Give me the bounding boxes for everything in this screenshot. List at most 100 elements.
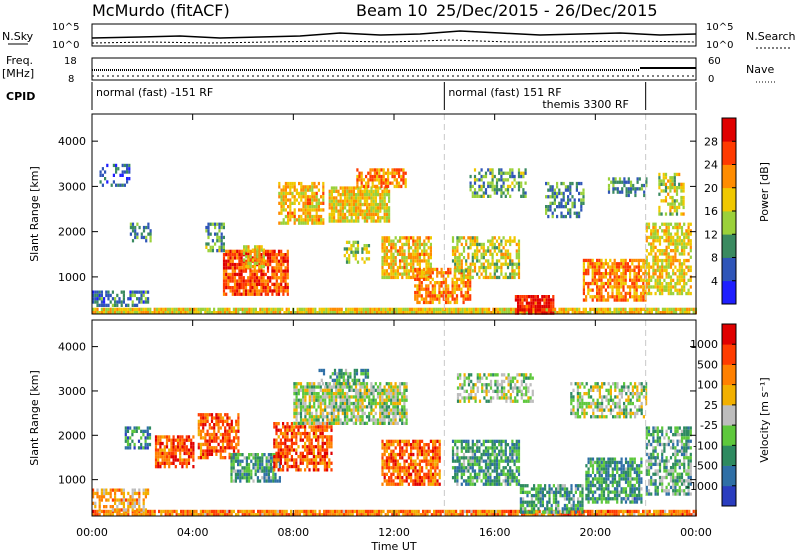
range-gate-cell: [230, 513, 233, 517]
range-gate-cell: [286, 253, 289, 257]
range-gate-cell: [280, 279, 283, 283]
range-gate-cell: [507, 513, 510, 517]
range-gate-cell: [593, 265, 596, 269]
range-gate-cell: [356, 250, 360, 254]
range-gate-cell: [593, 513, 596, 517]
range-gate-cell: [607, 187, 611, 191]
range-gate-cell: [667, 192, 670, 196]
range-gate-cell: [298, 218, 301, 222]
range-gate-cell: [267, 466, 270, 470]
freq-tick-bottom: 8: [68, 74, 74, 85]
range-gate-cell: [661, 285, 664, 289]
range-gate-cell: [384, 181, 387, 185]
range-gate-cell: [388, 262, 391, 266]
range-gate-cell: [312, 307, 315, 311]
range-gate-cell: [275, 438, 278, 442]
nsearch-tick-bottom: 10^0: [706, 40, 733, 51]
range-gate-cell: [687, 235, 690, 240]
range-gate-cell: [609, 272, 612, 276]
range-gate-cell: [237, 449, 240, 453]
range-gate-cell: [181, 448, 184, 452]
range-gate-cell: [380, 168, 383, 172]
range-gate-cell: [388, 216, 391, 220]
range-gate-cell: [226, 416, 229, 420]
range-gate-cell: [258, 255, 261, 259]
range-gate-cell: [133, 509, 136, 514]
range-gate-cell: [311, 218, 314, 222]
range-gate-cell: [267, 472, 270, 477]
range-gate-cell: [640, 268, 643, 272]
range-gate-cell: [644, 311, 647, 315]
range-gate-cell: [107, 290, 110, 294]
range-gate-cell: [370, 199, 373, 203]
range-gate-cell: [313, 195, 316, 199]
range-gate-cell: [230, 476, 233, 480]
range-gate-cell: [358, 171, 361, 175]
range-gate-cell: [213, 513, 216, 517]
range-gate-cell: [493, 246, 496, 250]
range-gate-cell: [451, 287, 454, 291]
range-gate-cell: [687, 258, 690, 263]
range-gate-cell: [98, 508, 101, 512]
range-gate-cell: [103, 488, 106, 492]
range-gate-cell: [319, 448, 322, 452]
range-gate-cell: [373, 513, 376, 517]
range-gate-cell: [438, 297, 441, 301]
range-gate-cell: [359, 199, 362, 203]
range-gate-cell: [323, 311, 326, 315]
range-gate-cell: [500, 269, 503, 273]
range-gate-cell: [430, 307, 433, 311]
range-gate-cell: [345, 509, 348, 514]
range-gate-cell: [623, 183, 626, 188]
range-gate-cell: [179, 435, 182, 439]
range-gate-cell: [147, 300, 150, 304]
range-gate-cell: [255, 276, 259, 280]
range-gate-cell: [278, 185, 281, 189]
range-gate-cell: [284, 259, 287, 263]
range-gate-cell: [429, 294, 432, 298]
range-gate-cell: [416, 294, 419, 298]
range-gate-cell: [633, 288, 636, 292]
range-gate-cell: [383, 202, 386, 207]
range-gate-cell: [650, 252, 653, 256]
range-gate-cell: [405, 272, 408, 276]
range-gate-cell: [509, 236, 512, 240]
range-gate-cell: [410, 236, 413, 240]
range-gate-cell: [425, 300, 428, 305]
range-gate-cell: [514, 295, 517, 299]
range-gate-cell: [362, 311, 365, 315]
range-gate-cell: [245, 248, 248, 252]
range-gate-cell: [231, 286, 234, 290]
range-gate-cell: [467, 252, 470, 256]
range-gate-cell: [685, 232, 688, 236]
range-gate-cell: [671, 186, 674, 190]
range-gate-cell: [680, 285, 684, 289]
range-gate-cell: [429, 262, 432, 266]
range-gate-cell: [295, 431, 298, 436]
range-gate-cell: [249, 272, 252, 277]
range-gate-cell: [674, 282, 677, 286]
range-gate-cell: [600, 262, 603, 266]
range-gate-cell: [582, 311, 585, 315]
range-gate-cell: [598, 298, 601, 302]
range-gate-cell: [554, 311, 557, 315]
range-gate-cell: [609, 275, 612, 279]
range-gate-cell: [547, 308, 550, 312]
range-gate-cell: [678, 172, 681, 177]
range-gate-cell: [385, 236, 388, 240]
range-gate-cell: [282, 195, 285, 199]
range-gate-cell: [521, 308, 524, 312]
range-gate-cell: [436, 297, 439, 301]
colorbar-tick-label: 16: [704, 205, 718, 218]
range-gate-cell: [683, 268, 686, 273]
range-gate-cell: [500, 265, 503, 270]
range-gate-cell: [284, 461, 287, 465]
range-gate-cell: [184, 307, 187, 311]
range-gate-cell: [576, 307, 579, 311]
range-gate-cell: [593, 262, 596, 266]
range-gate-cell: [133, 488, 136, 492]
range-gate-cell: [669, 195, 672, 200]
range-gate-cell: [496, 307, 499, 311]
range-gate-cell: [199, 416, 203, 420]
range-gate-cell: [482, 246, 485, 250]
